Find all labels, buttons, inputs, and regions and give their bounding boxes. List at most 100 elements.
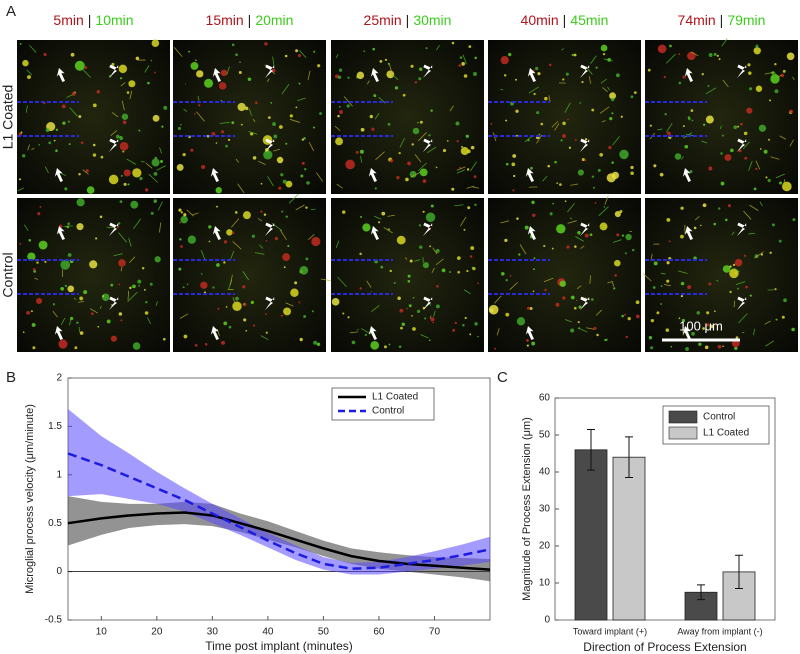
cell [260, 182, 263, 185]
cell [560, 139, 563, 142]
cell [698, 342, 702, 346]
cell [436, 284, 439, 288]
process [764, 320, 771, 325]
cell [311, 236, 321, 247]
process [748, 160, 753, 171]
cell [630, 165, 634, 170]
process [410, 171, 421, 178]
cell [650, 319, 655, 323]
process [242, 271, 250, 281]
cell [195, 59, 197, 62]
process [129, 90, 133, 100]
cell [118, 259, 126, 267]
process [509, 282, 518, 291]
cell [79, 296, 84, 301]
cell [600, 44, 608, 52]
process [764, 72, 773, 75]
cell [144, 311, 149, 315]
cell [121, 113, 129, 120]
cell [67, 120, 70, 123]
cell [532, 290, 535, 293]
cell [386, 70, 395, 79]
cell [412, 327, 416, 331]
cell [284, 54, 288, 58]
legend-label: L1 Coated [703, 428, 749, 439]
process [733, 300, 736, 308]
cell [110, 283, 114, 287]
cell [516, 317, 526, 326]
arrow [737, 64, 747, 78]
x-tick-label: 40 [262, 627, 274, 638]
cell [393, 282, 396, 285]
cell [115, 134, 120, 139]
cell [215, 142, 218, 144]
cell [619, 209, 623, 213]
cell [204, 342, 208, 346]
cell [663, 75, 667, 79]
cell [225, 144, 228, 148]
cell [724, 218, 728, 222]
cell [154, 156, 158, 160]
process [660, 272, 666, 275]
cell [406, 307, 408, 310]
cell [627, 317, 631, 321]
process [414, 154, 422, 163]
cell [179, 221, 182, 224]
process [611, 280, 615, 287]
cell [781, 315, 785, 319]
cell [215, 205, 218, 208]
process [360, 155, 363, 163]
cell [665, 328, 670, 332]
arrow [368, 326, 377, 341]
cell [708, 282, 712, 286]
process [173, 47, 183, 58]
cell [145, 301, 148, 304]
cell [132, 284, 136, 289]
process [159, 222, 162, 233]
cell [201, 165, 206, 170]
process [121, 100, 125, 111]
cell [120, 319, 123, 322]
time-label: 25min | 30min [364, 12, 452, 28]
cell [422, 179, 427, 183]
cell [738, 149, 742, 153]
cell [748, 71, 752, 75]
cell [362, 223, 371, 232]
arrow [580, 222, 590, 236]
cell [299, 265, 309, 275]
cell [687, 285, 692, 290]
process [299, 50, 307, 59]
cell [407, 161, 411, 166]
cell [599, 152, 603, 157]
cell [283, 307, 292, 316]
cell [718, 58, 721, 61]
cell [190, 61, 199, 70]
cell [678, 53, 681, 55]
cell [182, 286, 185, 289]
process [186, 209, 194, 217]
process [665, 122, 673, 133]
cell [118, 283, 121, 286]
process [570, 183, 579, 186]
process [528, 86, 540, 94]
process [266, 78, 270, 82]
process [316, 172, 324, 182]
cell [774, 288, 777, 291]
cell [554, 160, 557, 164]
process [24, 224, 29, 231]
legend-label: Control [703, 412, 735, 423]
cell [154, 71, 156, 74]
cell [532, 268, 535, 271]
process [337, 276, 347, 288]
process [580, 245, 585, 249]
cell [228, 325, 232, 329]
cell [360, 215, 363, 218]
arrow [109, 138, 119, 152]
process [742, 141, 750, 150]
cell [341, 210, 346, 214]
cell [579, 102, 582, 104]
process [280, 230, 287, 241]
cell [562, 121, 566, 126]
micrograph [331, 198, 484, 352]
cell [242, 285, 246, 289]
